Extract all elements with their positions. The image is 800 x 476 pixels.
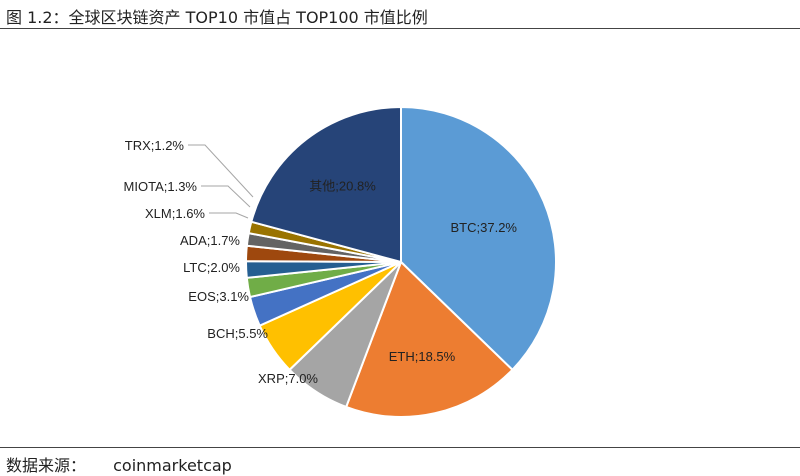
data-label-miota: MIOTA;1.3% [124,179,198,194]
pie-labels: BTC;37.2% ETH;18.5% XRP;7.0% BCH;5.5% EOS;3.… [124,138,518,386]
pie-chart: BTC;37.2% ETH;18.5% XRP;7.0% BCH;5.5% EOS;3.… [0,30,800,444]
source-value: coinmarketcap [113,456,232,475]
leader-line-xlm [209,212,249,219]
figure-title: 图 1.2：全球区块链资产 TOP10 市值占 TOP100 市值比例 [6,8,428,27]
data-label-xlm: XLM;1.6% [145,206,205,221]
data-label-xrp: XRP;7.0% [258,371,318,386]
pie-slice-btc [400,105,557,372]
data-label-btc: BTC;37.2% [451,220,518,235]
pie-slice-其他 [250,105,402,264]
data-label-trx: TRX;1.2% [125,138,185,153]
title-divider [0,28,800,29]
data-label-ltc: LTC;2.0% [183,260,240,275]
data-label-ada: ADA;1.7% [180,233,240,248]
pie-slices [244,105,557,418]
source-divider [0,447,800,448]
source-line: 数据来源： coinmarketcap [6,452,232,476]
pie-chart-svg: BTC;37.2% ETH;18.5% XRP;7.0% BCH;5.5% EOS;3.… [124,105,557,418]
data-label-eos: EOS;3.1% [188,289,249,304]
data-label-其他: 其他;20.8% [309,179,376,194]
pie-slice-eth [344,260,514,418]
source-label: 数据来源： [6,456,87,475]
leader-line-miota [201,185,251,208]
data-label-eth: ETH;18.5% [389,349,456,364]
data-label-bch: BCH;5.5% [207,326,268,341]
leader-line-trx [188,144,254,198]
